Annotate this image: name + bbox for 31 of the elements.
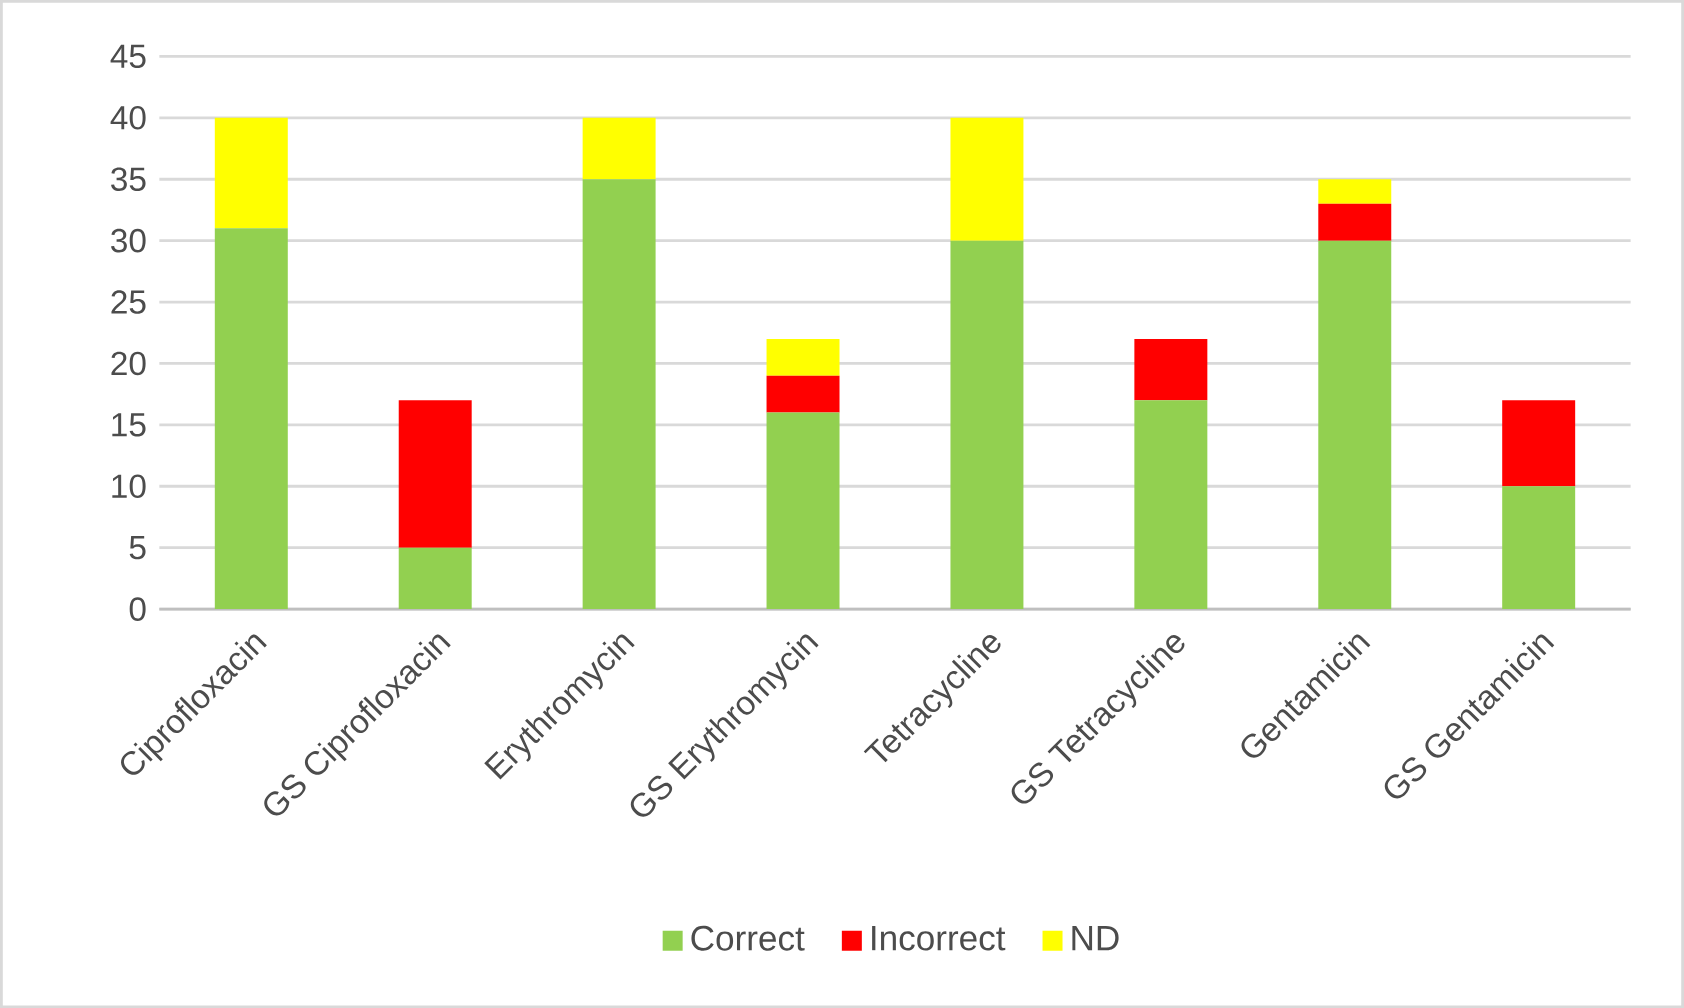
bar xyxy=(1502,400,1576,487)
bar xyxy=(950,117,1024,241)
bar xyxy=(1318,240,1392,609)
bar xyxy=(214,228,288,609)
bar xyxy=(398,400,472,548)
bar xyxy=(1318,179,1392,204)
bar xyxy=(1134,400,1208,609)
bar xyxy=(766,375,840,413)
bar xyxy=(1502,486,1576,609)
y-tick-label: 0 xyxy=(129,597,146,621)
legend-label: Incorrect xyxy=(872,925,1006,951)
legend-label: ND xyxy=(1072,925,1119,951)
bar xyxy=(766,412,840,609)
y-tick-label: 10 xyxy=(112,474,146,498)
y-tick-label: 30 xyxy=(111,228,146,253)
y-tick-label: 40 xyxy=(110,105,146,130)
y-tick-label: 20 xyxy=(111,351,146,376)
y-tick-label: 15 xyxy=(112,413,146,437)
bar xyxy=(214,117,288,229)
y-tick-label: 25 xyxy=(111,290,146,314)
bar xyxy=(1318,203,1392,241)
bar xyxy=(582,179,656,609)
bar xyxy=(766,338,840,376)
bar xyxy=(582,117,656,180)
y-tick-label: 5 xyxy=(129,535,146,560)
bar xyxy=(398,547,472,609)
y-tick-label: 45 xyxy=(110,44,146,68)
bar xyxy=(950,240,1024,609)
bar xyxy=(1134,338,1208,401)
legend-label: Correct xyxy=(691,925,805,951)
y-tick-label: 35 xyxy=(111,167,146,191)
